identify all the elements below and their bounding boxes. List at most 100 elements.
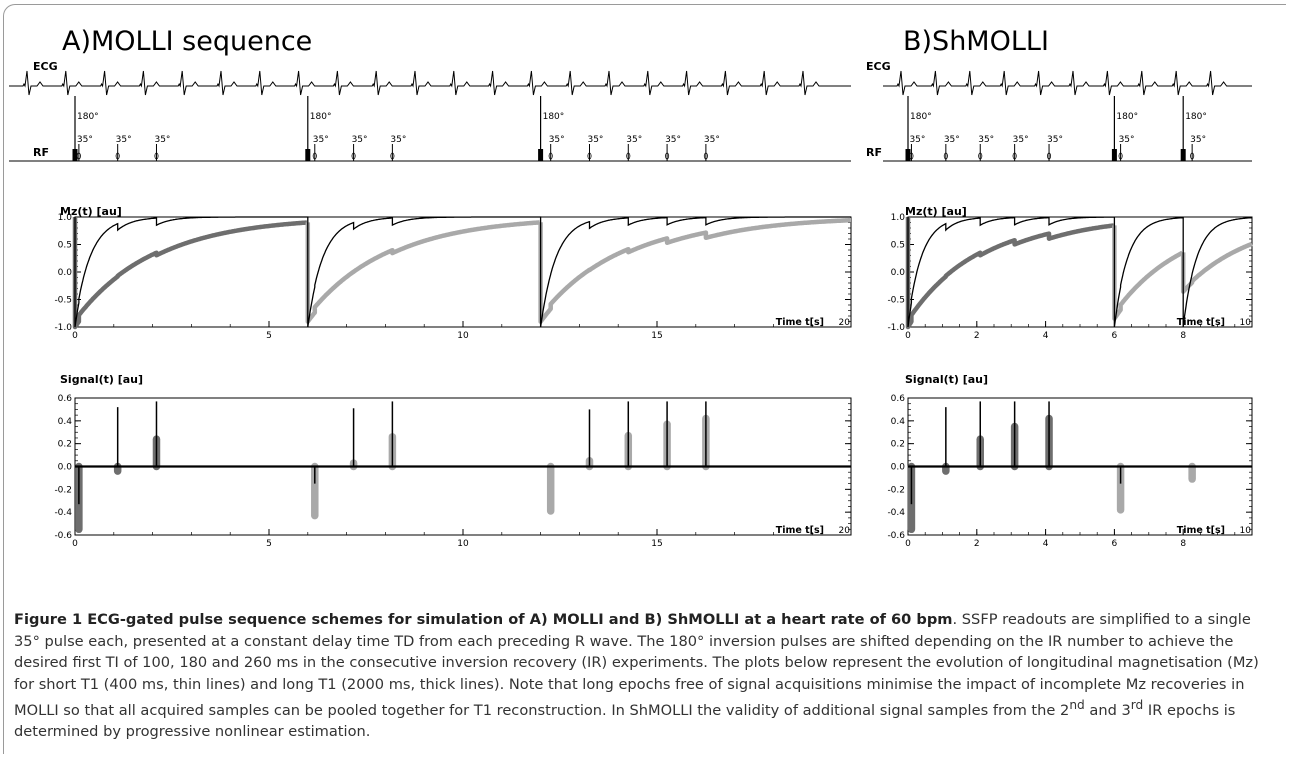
y-tick-label: 0.0	[891, 268, 906, 278]
rf-readout-marker	[1012, 152, 1017, 160]
y-tick-label: 0.0	[58, 463, 73, 473]
rf-readout-marker	[76, 152, 81, 160]
rf-inversion-block	[305, 149, 311, 161]
y-tick-label: 0.0	[891, 463, 906, 473]
y-tick-label: 0.6	[891, 394, 906, 404]
rf-readout-marker	[587, 152, 592, 160]
rf-readout-marker	[1190, 152, 1195, 160]
rf-inversion-label: 180°	[543, 112, 565, 122]
rf-readout-marker	[115, 152, 120, 160]
x-tick-label: 0	[905, 331, 911, 341]
ecg-waveform	[883, 70, 1252, 96]
x-tick-label: 2	[974, 539, 980, 549]
rf-readout-marker	[548, 152, 553, 160]
y-tick-label: 0.4	[891, 417, 906, 427]
x-tick-label: 15	[651, 539, 662, 549]
rf-inversion-label: 180°	[310, 112, 332, 122]
x-tick-label: 4	[1043, 539, 1049, 549]
x-tick-label: 15	[651, 331, 662, 341]
caption-title: Figure 1 ECG-gated pulse sequence scheme…	[14, 611, 953, 628]
panel-a-signal-axis-label: Signal(t) [au]	[60, 373, 143, 386]
rf-inversion-block	[905, 149, 911, 161]
rf-readout-marker	[1118, 152, 1123, 160]
panel-b-rf-label: RF	[866, 146, 882, 159]
rf-readout-label: 35°	[978, 135, 994, 145]
y-tick-label: -0.5	[887, 296, 905, 306]
rf-readout-label: 35°	[944, 135, 960, 145]
rf-readout-label: 35°	[77, 135, 93, 145]
time-axis-label: Time t[s]	[776, 317, 824, 328]
mz-long-t1-curve	[905, 217, 1116, 330]
x-tick-label: 5	[266, 539, 272, 549]
figure-graphic: A)MOLLI sequence ECG RF 180° 180° 180° 35° 3…	[9, 26, 1254, 549]
ecg-waveform	[9, 70, 851, 96]
panel-b-signal-axis-label: Signal(t) [au]	[905, 373, 988, 386]
rf-readout-marker	[154, 152, 159, 160]
panel-a-ecg-label: ECG	[33, 60, 58, 73]
mz-long-t1-curve	[1180, 241, 1254, 294]
rf-readout-label: 35°	[116, 135, 132, 145]
rf-inversion-label: 180°	[910, 112, 932, 122]
rf-readout-label: 35°	[549, 135, 565, 145]
rf-readout-marker	[351, 152, 356, 160]
mz-long-t1-curve	[538, 217, 853, 324]
y-tick-label: -0.4	[887, 508, 905, 518]
caption-sup-2: rd	[1130, 698, 1144, 712]
panel-a-rf-trace: 180° 180° 180° 35° 35° 35° 35° 35° 35° 35° 35° 35° 3…	[9, 96, 851, 162]
x-tick-label: 10	[457, 539, 469, 549]
rf-readout-marker	[943, 152, 948, 160]
rf-readout-label: 35°	[1013, 135, 1029, 145]
rf-inversion-block	[72, 149, 78, 161]
rf-readout-marker	[390, 152, 395, 160]
rf-readout-marker	[909, 152, 914, 160]
rf-readout-label: 35°	[909, 135, 925, 145]
x-tick-label: 6	[1112, 539, 1118, 549]
figure-caption: Figure 1 ECG-gated pulse sequence scheme…	[14, 609, 1276, 743]
rf-readout-label: 35°	[704, 135, 720, 145]
rf-inversion-block	[1180, 149, 1186, 161]
panel-b-ecg-trace	[883, 70, 1252, 96]
time-axis-label: Time t[s]	[1177, 525, 1225, 536]
x-tick-label-last: 20	[839, 526, 851, 536]
rf-readout-label: 35°	[1190, 135, 1206, 145]
x-tick-label: 0	[72, 331, 78, 341]
y-tick-label: 0.2	[891, 440, 905, 450]
x-tick-label: 0	[72, 539, 78, 549]
rf-readout-label: 35°	[390, 135, 406, 145]
panel-b-title: B)ShMOLLI	[903, 26, 1049, 57]
y-tick-label: 0.6	[58, 394, 73, 404]
y-tick-label: -0.2	[887, 485, 905, 495]
rf-readout-label: 35°	[313, 135, 329, 145]
x-tick-label: 5	[266, 331, 272, 341]
mz-long-t1-curve	[1112, 225, 1185, 321]
panel-b-mz-plot: 1.0 0.5 0.0 -0.5 -1.00 2 4 6 8 Time t[s] 10	[887, 213, 1254, 341]
x-tick-label-last: 10	[1240, 318, 1252, 328]
caption-text-1: . SSFP readouts are simplified to a sing…	[14, 611, 1259, 719]
rf-readout-label: 35°	[1119, 135, 1135, 145]
y-tick-label: 1.0	[891, 213, 906, 223]
panel-b-ecg-label: ECG	[866, 60, 891, 73]
y-tick-label: 0.4	[58, 417, 73, 427]
rf-readout-label: 35°	[587, 135, 603, 145]
rf-readout-marker	[626, 152, 631, 160]
rf-readout-label: 35°	[665, 135, 681, 145]
y-tick-label: 0.0	[58, 268, 73, 278]
rf-readout-marker	[1047, 152, 1052, 160]
x-tick-label-last: 20	[839, 318, 851, 328]
mz-short-t1-curve	[907, 216, 1253, 328]
panel-a-rf-label: RF	[33, 146, 49, 159]
panel-b-signal-plot: 0.6 0.4 0.2 0.0 -0.2 -0.4 -0.60 2 4 6 8 Time t[s] 10	[887, 394, 1253, 549]
x-tick-label: 4	[1043, 331, 1049, 341]
y-tick-label: 0.5	[891, 241, 905, 251]
x-tick-label: 2	[974, 331, 980, 341]
panel-b-shmolli: B)ShMOLLI ECG RF 180° 180° 180° 35° 35° 35° 35…	[866, 26, 1254, 549]
rf-inversion-block	[1111, 149, 1117, 161]
caption-text-3: IR epochs is determined by progressive n…	[14, 701, 1236, 741]
rf-readout-label: 35°	[352, 135, 368, 145]
rf-readout-marker	[703, 152, 708, 160]
rf-readout-marker	[665, 152, 670, 160]
x-tick-label-last: 10	[1240, 526, 1252, 536]
rf-inversion-label: 180°	[77, 112, 99, 122]
y-tick-label: -0.5	[54, 296, 72, 306]
rf-readout-label: 35°	[154, 135, 170, 145]
